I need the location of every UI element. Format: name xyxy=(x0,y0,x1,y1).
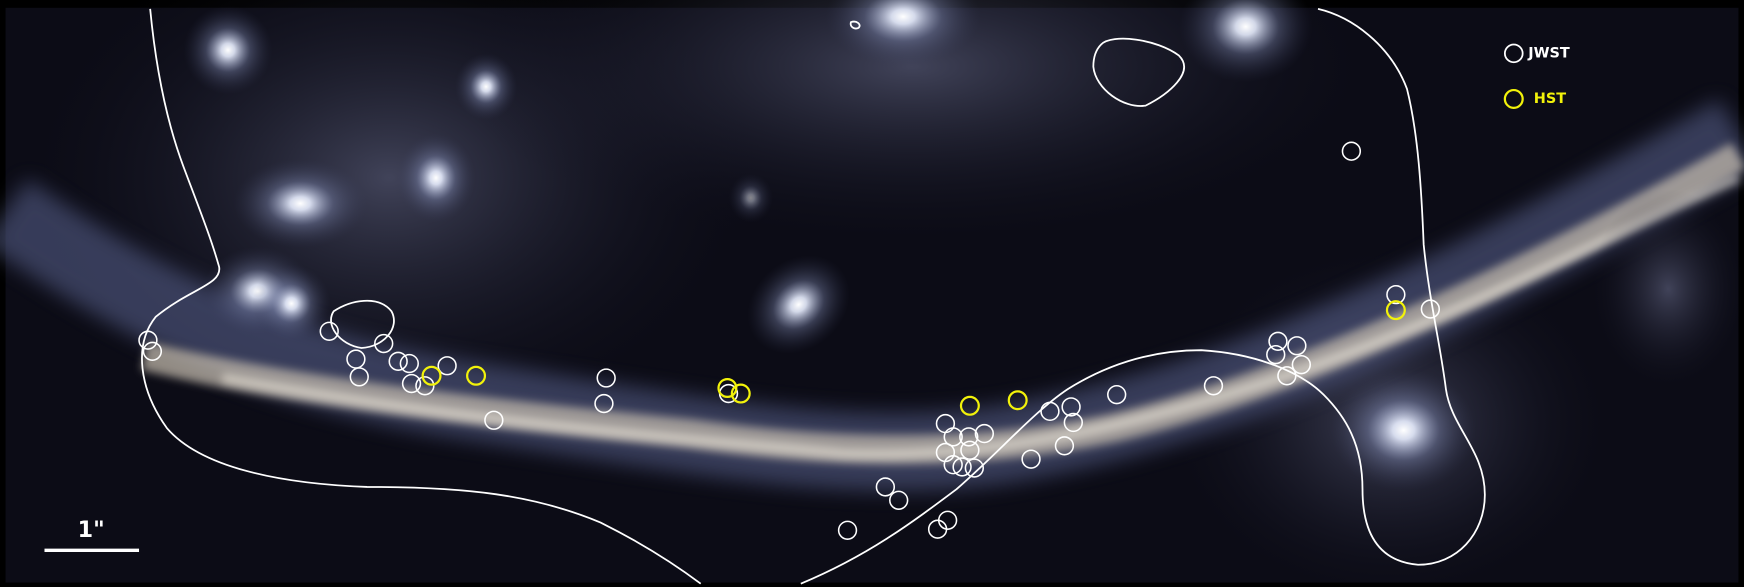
page: JWST HST 1" (() => { const data = JSON.p… xyxy=(0,0,1744,587)
legend-label: JWST xyxy=(1527,45,1570,61)
legend-label: HST xyxy=(1534,91,1566,107)
lens-image: JWST HST 1" xyxy=(0,0,1744,587)
scale-bar-label: 1" xyxy=(78,517,105,543)
